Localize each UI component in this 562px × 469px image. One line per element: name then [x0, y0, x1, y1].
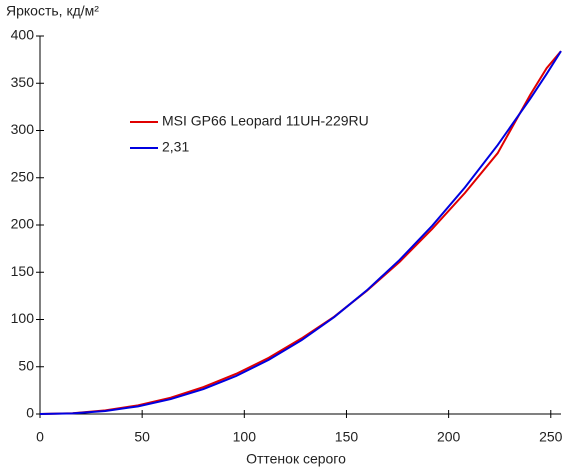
y-tick-label: 350 [11, 74, 35, 90]
series-line [39, 50, 562, 415]
y-tick-label: 100 [11, 310, 35, 326]
y-tick-label: 0 [26, 405, 34, 421]
y-tick-label: 50 [18, 357, 34, 373]
y-tick-label: 200 [11, 216, 35, 232]
y-tick-label: 150 [11, 263, 35, 279]
x-tick-label: 50 [134, 429, 150, 445]
x-tick-label: 150 [335, 429, 359, 445]
y-tick-label: 250 [11, 168, 35, 184]
legend-label: 2,31 [162, 139, 189, 155]
x-axis-label: Оттенок серого [246, 451, 346, 467]
legend-label: MSI GP66 Leopard 11UH-229RU [162, 113, 369, 129]
y-tick-label: 300 [11, 121, 35, 137]
x-tick-label: 250 [539, 429, 562, 445]
y-axis-label: Яркость, кд/м² [6, 3, 99, 19]
series-line [39, 50, 562, 415]
y-tick-label: 400 [11, 27, 35, 43]
x-tick-label: 200 [437, 429, 461, 445]
x-tick-label: 0 [36, 429, 44, 445]
x-tick-label: 100 [233, 429, 257, 445]
